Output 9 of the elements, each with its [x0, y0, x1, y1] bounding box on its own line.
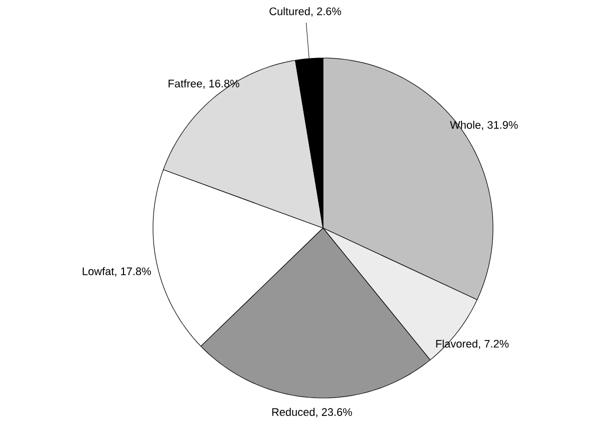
data-label: , 31.9% [482, 121, 518, 130]
data-label: , 2.6% [311, 7, 342, 17]
slice-label: Cultured [270, 7, 310, 16]
data-label: , 23.6% [316, 408, 352, 418]
data-label: , 17.8% [115, 267, 151, 276]
slice-label: Reduced [272, 408, 315, 416]
slice-label: Fatfree [168, 79, 202, 88]
slice-label: Lowfat [82, 267, 114, 276]
data-label: , 7.2% [478, 340, 509, 349]
